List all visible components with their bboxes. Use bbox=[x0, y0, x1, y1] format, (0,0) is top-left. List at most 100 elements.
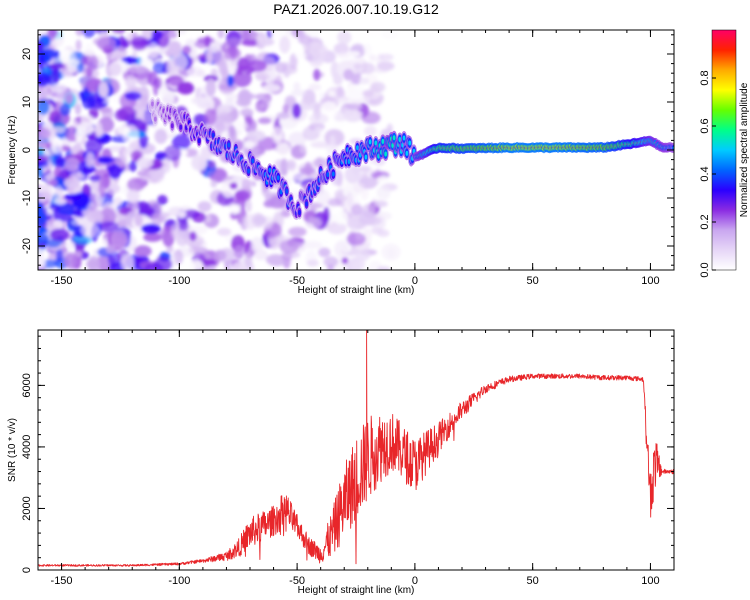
spectrogram-noise-blob bbox=[150, 30, 163, 41]
spectrogram-noise-blob bbox=[289, 53, 298, 70]
spectrogram-noise-blob bbox=[330, 61, 339, 79]
spectrogram-noise-blob bbox=[182, 45, 192, 55]
spectrogram-noise-blob bbox=[346, 191, 353, 206]
spectrogram-noise-blob bbox=[376, 185, 391, 200]
spectrogram-noise-blob bbox=[302, 30, 321, 37]
spectrogram-noise-blob bbox=[376, 176, 389, 183]
colorbar: 0.0 0.2 0.4 0.6 0.8 Normalized spectral ampl… bbox=[699, 29, 750, 278]
spectrogram-noise-blob bbox=[377, 61, 395, 71]
snr-x-tick-label: 50 bbox=[527, 575, 539, 587]
spectrogram-noise-blob bbox=[280, 158, 288, 176]
spectrogram-noise-blob bbox=[50, 83, 68, 93]
spectrogram-noise-blob bbox=[346, 256, 366, 270]
spectrogram-noise-blob bbox=[203, 75, 219, 83]
snr-y-tick-label: 0 bbox=[21, 567, 33, 573]
spectrogram-noise-blob bbox=[302, 39, 311, 52]
spectrogram-noise-blob bbox=[191, 154, 208, 171]
spectrogram-noise-blob bbox=[38, 155, 49, 162]
spectrogram-noise-blob bbox=[306, 259, 319, 267]
spectrogram-ridge-core bbox=[374, 140, 378, 146]
spectrogram-noise-blob bbox=[127, 177, 145, 192]
spectrogram-noise-blob bbox=[302, 240, 323, 250]
spectrogram-noise-blob bbox=[134, 245, 152, 257]
spectrogram-noise-blob bbox=[84, 42, 94, 60]
spectrogram-noise-blob bbox=[122, 125, 140, 143]
spectrogram-noise-blob bbox=[177, 81, 195, 95]
spectrogram-noise-blob bbox=[235, 98, 251, 107]
spectrogram-noise-blob bbox=[311, 55, 325, 64]
spectrogram-x-tick-label: -100 bbox=[168, 275, 190, 287]
spectrogram-noise-blob bbox=[38, 191, 53, 201]
spectrogram-noise-blob bbox=[218, 61, 228, 76]
spectrogram-noise-blob bbox=[307, 217, 318, 224]
spectrogram-noise-blob bbox=[241, 39, 261, 47]
snr-y-label: SNR (10 * v/v) bbox=[7, 418, 18, 482]
spectrogram-noise-blob bbox=[147, 71, 158, 86]
spectrogram-noise-blob bbox=[38, 72, 51, 87]
spectrogram-noise-blob bbox=[38, 41, 45, 51]
spectrogram-noise-blob bbox=[230, 120, 249, 130]
spectrogram-noise-blob bbox=[101, 107, 114, 120]
spectrogram-noise-blob bbox=[75, 129, 83, 143]
spectrogram-noise-blob bbox=[299, 143, 307, 154]
spectrogram-noise-blob bbox=[361, 111, 381, 124]
spectrogram-ridge-core bbox=[298, 210, 301, 216]
spectrogram-noise-blob bbox=[217, 112, 234, 123]
spectrogram-noise-blob bbox=[115, 155, 127, 167]
spectrogram-noise-blob bbox=[81, 96, 96, 110]
spectrogram-noise-blob bbox=[217, 227, 232, 236]
spectrogram-ridge-core bbox=[331, 171, 335, 177]
spectrogram-noise-blob bbox=[48, 203, 61, 212]
spectrogram-noise-blob bbox=[86, 210, 104, 224]
spectrogram-noise-blob bbox=[316, 189, 331, 205]
spectrogram-ridge-core bbox=[211, 132, 215, 138]
spectrogram-noise-blob bbox=[59, 103, 71, 117]
spectrogram-noise-blob bbox=[134, 213, 144, 227]
spectrogram-noise-blob bbox=[329, 135, 336, 152]
spectrogram-noise-blob bbox=[196, 259, 203, 270]
spectrogram-noise-blob bbox=[244, 251, 253, 269]
spectrogram-noise-blob bbox=[226, 74, 234, 87]
spectrogram-noise-blob bbox=[377, 229, 390, 238]
spectrogram-noise-blob bbox=[353, 182, 365, 193]
spectrogram-noise-blob bbox=[152, 61, 166, 74]
spectrogram-noise-blob bbox=[96, 36, 117, 51]
spectrogram-x-tick-label: -50 bbox=[289, 275, 305, 287]
spectrogram-noise-blob bbox=[265, 66, 276, 85]
spectrogram-noise-blob bbox=[347, 50, 361, 57]
snr-marks bbox=[38, 330, 674, 567]
spectrogram-noise-blob bbox=[189, 231, 197, 242]
spectrogram-noise-blob bbox=[167, 75, 184, 87]
spectrogram-noise-blob bbox=[345, 103, 363, 110]
spectrogram-ridge-core bbox=[384, 151, 388, 157]
spectrogram-ridge-core bbox=[247, 168, 250, 174]
spectrogram-noise-blob bbox=[185, 39, 198, 48]
spectrogram-noise-blob bbox=[326, 221, 347, 235]
snr-x-tick-label: -100 bbox=[168, 575, 190, 587]
spectrogram-noise-blob bbox=[125, 30, 134, 41]
spectrogram-ridge-core bbox=[285, 188, 289, 194]
spectrogram-noise-blob bbox=[110, 230, 128, 249]
spectrogram-noise-blob bbox=[126, 189, 140, 204]
spectrogram-noise-blob bbox=[332, 118, 348, 130]
spectrogram-noise-blob bbox=[226, 37, 242, 47]
colorbar-tick-label: 0.0 bbox=[699, 262, 711, 277]
spectrogram-noise-blob bbox=[218, 247, 236, 264]
spectrogram-noise-blob bbox=[127, 65, 148, 74]
spectrogram-noise-blob bbox=[49, 228, 70, 242]
spectrogram-noise-blob bbox=[64, 157, 80, 172]
spectrogram-noise-blob bbox=[74, 102, 82, 115]
spectrogram-noise-blob bbox=[89, 175, 102, 182]
spectrogram-noise-blob bbox=[231, 262, 246, 270]
spectrogram-y-tick-label: 10 bbox=[21, 96, 33, 108]
spectrogram-noise-blob bbox=[39, 90, 50, 98]
spectrogram-noise-blob bbox=[241, 178, 252, 191]
spectrogram-ridge-core bbox=[197, 138, 201, 144]
spectrogram-ridge-core bbox=[251, 158, 255, 164]
spectrogram-noise-blob bbox=[161, 90, 175, 107]
spectrogram-noise-blob bbox=[256, 31, 267, 50]
colorbar-ticks: 0.0 0.2 0.4 0.6 0.8 bbox=[699, 70, 716, 278]
spectrogram-ridge-core bbox=[392, 135, 396, 141]
spectrogram-noise-blob bbox=[64, 177, 81, 189]
spectrogram-noise-blob bbox=[72, 235, 92, 245]
